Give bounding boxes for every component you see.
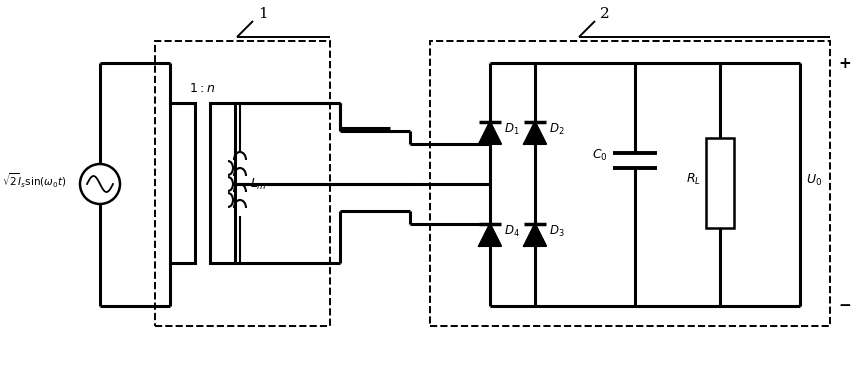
Bar	[430, 41, 830, 326]
Text: $\sqrt{2}I_s\sin(\omega_0 t)$: $\sqrt{2}I_s\sin(\omega_0 t)$	[2, 172, 66, 190]
Text: $R_L$: $R_L$	[686, 171, 701, 187]
Text: +: +	[838, 56, 851, 71]
Text: $D_3$: $D_3$	[549, 223, 564, 238]
Text: $L_m$: $L_m$	[250, 176, 267, 192]
Polygon shape	[524, 122, 546, 144]
Text: $C_0$: $C_0$	[593, 148, 608, 163]
Bar	[210, 103, 235, 263]
Bar	[155, 41, 330, 326]
Polygon shape	[479, 122, 501, 144]
Text: $D_1$: $D_1$	[504, 121, 519, 137]
Text: $D_4$: $D_4$	[504, 223, 519, 238]
Polygon shape	[524, 224, 546, 246]
Text: 1: 1	[258, 7, 267, 21]
Text: 2: 2	[600, 7, 610, 21]
Polygon shape	[479, 224, 501, 246]
Text: −: −	[838, 298, 851, 314]
Text: $U_0$: $U_0$	[806, 173, 822, 188]
Text: $D_2$: $D_2$	[549, 121, 564, 137]
Bar	[706, 138, 734, 228]
Bar	[170, 103, 195, 263]
Text: $1:n$: $1:n$	[189, 82, 215, 96]
